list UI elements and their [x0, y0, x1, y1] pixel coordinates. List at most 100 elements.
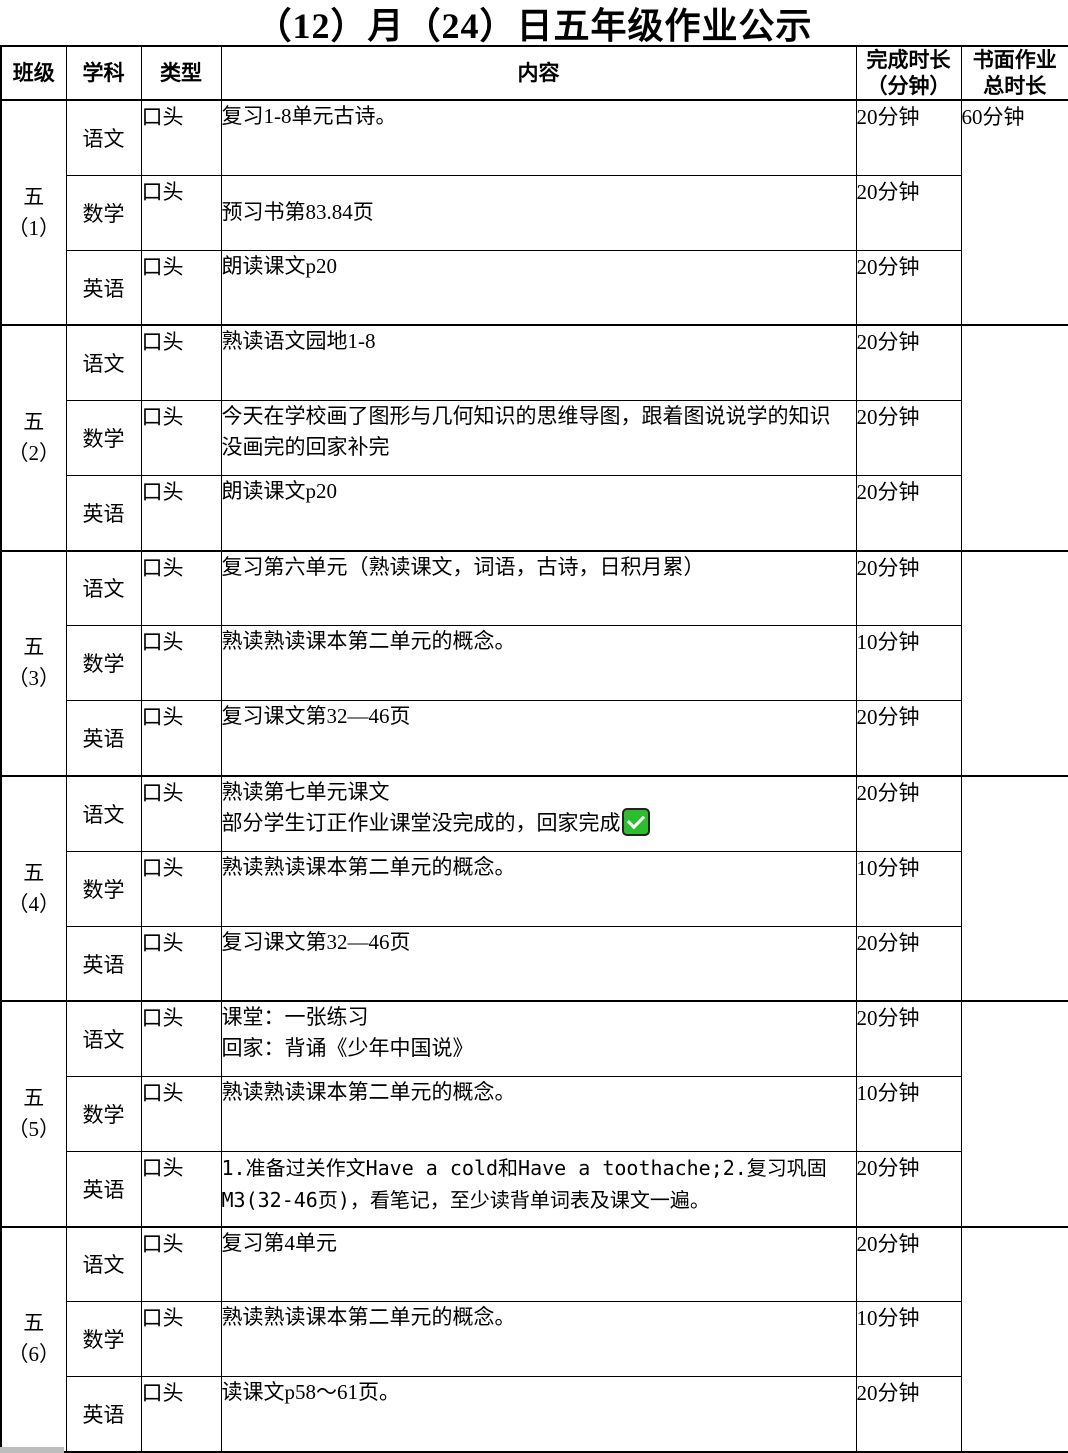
homework-row: 英语 口头 朗读课文p20 20分钟 — [1, 475, 1068, 552]
type-cell: 口头 — [140, 249, 222, 326]
duration-cell: 20分钟 — [855, 399, 962, 477]
class-cell: 五 （5） — [0, 1000, 67, 1228]
header-class: 班级 — [0, 45, 67, 101]
content-cell: 熟读第七单元课文 部分学生订正作业课堂没完成的，回家完成 — [220, 774, 857, 852]
table-header: 班级 学科 类型 内容 完成时长 （分钟） 书面作业 总时长 — [0, 45, 1068, 101]
homework-row: 英语 口头 1.准备过关作文Have a cold和Have a toothache… — [1, 1151, 1068, 1228]
header-content: 内容 — [220, 45, 857, 101]
duration-cell: 10分钟 — [855, 1301, 962, 1378]
content-cell: 预习书第83.84页 — [220, 174, 857, 251]
subject-cell: 英语 — [65, 1151, 142, 1228]
content-cell: 复习1-8单元古诗。 — [220, 98, 857, 176]
content-cell: 熟读熟读课本第二单元的概念。 — [220, 625, 857, 702]
duration-cell: 10分钟 — [855, 625, 962, 702]
duration-cell: 20分钟 — [855, 249, 962, 326]
subject-cell: 英语 — [65, 1376, 142, 1453]
content-cell: 读课文p58～61页。 — [220, 1376, 857, 1453]
type-cell: 口头 — [140, 475, 222, 552]
homework-row: 数学 口头 今天在学校画了图形与几何知识的思维导图，跟着图说说学的知识 没画完的回家… — [1, 399, 1068, 477]
total-cell — [960, 1225, 1068, 1453]
content-cell: 课堂：一张练习 回家：背诵《少年中国说》 — [220, 1000, 857, 1077]
subject-cell: 语文 — [65, 1225, 142, 1303]
duration-cell: 20分钟 — [855, 549, 962, 627]
total-cell — [960, 549, 1068, 777]
class-cell: 五 （3） — [0, 549, 67, 777]
subject-cell: 数学 — [65, 1075, 142, 1153]
content-cell: 熟读熟读课本第二单元的概念。 — [220, 1075, 857, 1153]
type-cell: 口头 — [140, 1225, 222, 1303]
homework-row: 英语 口头 读课文p58～61页。 20分钟 — [1, 1376, 1068, 1453]
subject-cell: 英语 — [65, 700, 142, 777]
type-cell: 口头 — [140, 700, 222, 777]
subject-cell: 英语 — [65, 925, 142, 1002]
class-cell: 五 （1） — [0, 98, 67, 326]
class-cell: 五 （2） — [0, 324, 67, 552]
homework-table: 班级 学科 类型 内容 完成时长 （分钟） 书面作业 总时长 五 （1） 语文 口头… — [0, 45, 1068, 1453]
duration-cell: 10分钟 — [855, 1075, 962, 1153]
type-cell: 口头 — [140, 324, 222, 401]
subject-cell: 数学 — [65, 174, 142, 251]
duration-cell: 20分钟 — [855, 475, 962, 552]
type-cell: 口头 — [140, 1301, 222, 1378]
content-cell: 今天在学校画了图形与几何知识的思维导图，跟着图说说学的知识 没画完的回家补完 — [220, 399, 857, 477]
content-cell: 复习课文第32—46页 — [220, 700, 857, 777]
table-body: 五 （1） 语文 口头 复习1-8单元古诗。 20分钟 60分钟 数学 口头 预习书第83.84… — [0, 98, 1068, 1453]
duration-cell: 20分钟 — [855, 1000, 962, 1077]
total-cell — [960, 1000, 1068, 1228]
duration-cell: 20分钟 — [855, 1225, 962, 1303]
homework-row: 英语 口头 朗读课文p20 20分钟 — [1, 249, 1068, 326]
type-cell: 口头 — [140, 98, 222, 176]
type-cell: 口头 — [140, 1376, 222, 1453]
duration-cell: 20分钟 — [855, 174, 962, 251]
header-row: 班级 学科 类型 内容 完成时长 （分钟） 书面作业 总时长 — [0, 45, 1068, 101]
homework-row: 五 （6） 语文 口头 复习第4单元 20分钟 — [0, 1225, 1068, 1453]
content-cell: 复习课文第32—46页 — [220, 925, 857, 1002]
duration-cell: 20分钟 — [855, 1151, 962, 1228]
subject-cell: 数学 — [65, 1301, 142, 1378]
total-cell — [960, 324, 1068, 552]
duration-cell: 20分钟 — [855, 700, 962, 777]
content-cell: 复习第六单元（熟读课文，词语，古诗，日积月累） — [220, 549, 857, 627]
homework-row: 数学 口头 熟读熟读课本第二单元的概念。 10分钟 — [1, 850, 1068, 927]
class-cell: 五 （4） — [0, 774, 67, 1002]
duration-cell: 20分钟 — [855, 98, 962, 176]
header-duration: 完成时长 （分钟） — [855, 45, 962, 101]
content-cell: 朗读课文p20 — [220, 475, 857, 552]
homework-row: 五 （4） 语文 口头 熟读第七单元课文 部分学生订正作业课堂没完成的，回家完成 20分… — [0, 774, 1068, 1002]
duration-cell: 20分钟 — [855, 925, 962, 1002]
subject-cell: 语文 — [65, 549, 142, 627]
homework-row: 英语 口头 复习课文第32—46页 20分钟 — [1, 700, 1068, 777]
type-cell: 口头 — [140, 1075, 222, 1153]
type-cell: 口头 — [140, 625, 222, 702]
type-cell: 口头 — [140, 774, 222, 852]
page-edge-artifact — [0, 1447, 64, 1453]
homework-row: 英语 口头 复习课文第32—46页 20分钟 — [1, 925, 1068, 1002]
header-subject: 学科 — [65, 45, 142, 101]
homework-row: 五 （3） 语文 口头 复习第六单元（熟读课文，词语，古诗，日积月累） 20分钟 — [0, 549, 1068, 777]
page-title: （12）月（24）日五年级作业公示 — [255, 5, 813, 46]
homework-row: 五 （5） 语文 口头 课堂：一张练习 回家：背诵《少年中国说》 20分钟 — [0, 1000, 1068, 1228]
header-total: 书面作业 总时长 — [960, 45, 1068, 101]
homework-row: 五 （1） 语文 口头 复习1-8单元古诗。 20分钟 60分钟 — [0, 98, 1068, 326]
duration-cell: 20分钟 — [855, 774, 962, 852]
content-cell: 复习第4单元 — [220, 1225, 857, 1303]
subject-cell: 数学 — [65, 625, 142, 702]
duration-cell: 20分钟 — [855, 1376, 962, 1453]
subject-cell: 语文 — [65, 324, 142, 401]
type-cell: 口头 — [140, 549, 222, 627]
subject-cell: 语文 — [65, 98, 142, 176]
subject-cell: 数学 — [65, 399, 142, 477]
type-cell: 口头 — [140, 1000, 222, 1077]
type-cell: 口头 — [140, 1151, 222, 1228]
homework-row: 五 （2） 语文 口头 熟读语文园地1-8 20分钟 — [0, 324, 1068, 552]
homework-row: 数学 口头 熟读熟读课本第二单元的概念。 10分钟 — [1, 625, 1068, 702]
header-type: 类型 — [140, 45, 222, 101]
subject-cell: 数学 — [65, 850, 142, 927]
class-cell: 五 （6） — [0, 1225, 67, 1453]
homework-row: 数学 口头 熟读熟读课本第二单元的概念。 10分钟 — [1, 1301, 1068, 1378]
type-cell: 口头 — [140, 850, 222, 927]
total-cell — [960, 774, 1068, 1002]
subject-cell: 英语 — [65, 475, 142, 552]
check-icon — [621, 807, 650, 836]
